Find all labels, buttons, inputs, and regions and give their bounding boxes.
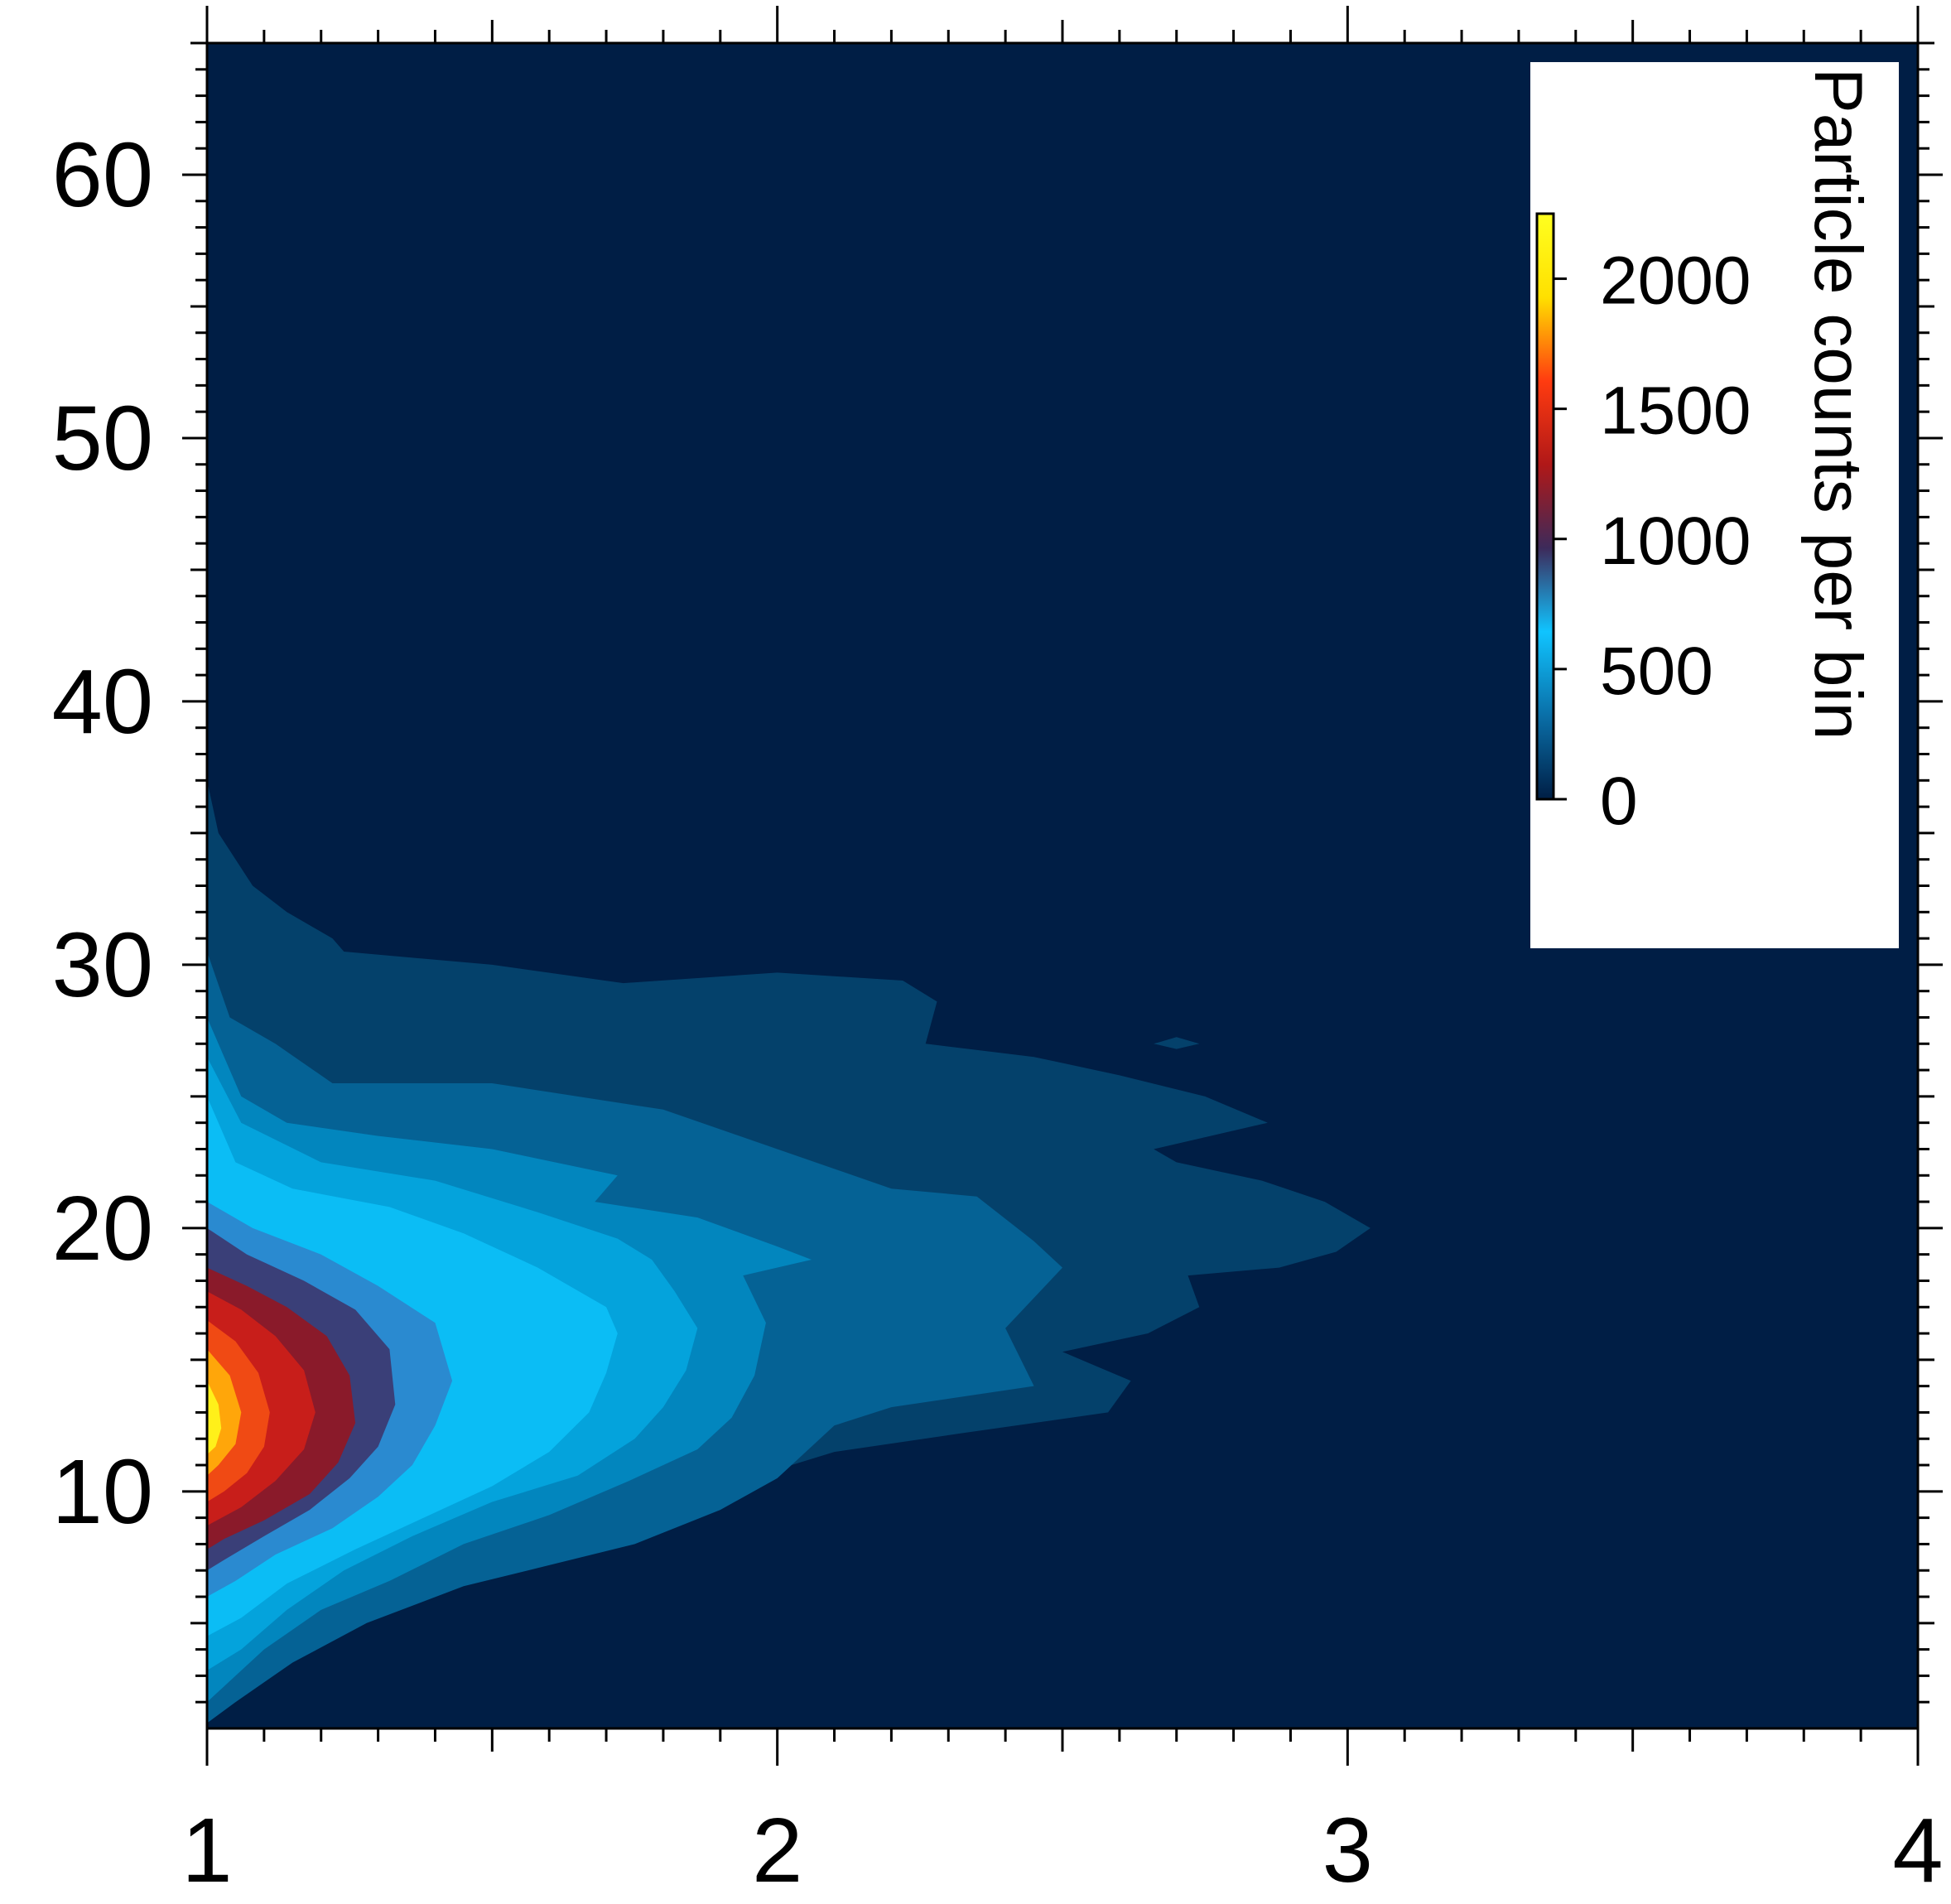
y-tick-label: 20 xyxy=(52,1178,153,1280)
x-tick-label: 2 xyxy=(752,1800,802,1902)
colorbar-gradient xyxy=(1535,212,1555,801)
colorbar-tick-label: 0 xyxy=(1600,764,1638,839)
colorbar-panel xyxy=(1530,62,1899,948)
y-tick-label: 10 xyxy=(52,1441,153,1543)
colorbar-tick-label: 500 xyxy=(1600,634,1713,709)
x-tick-label: 4 xyxy=(1892,1800,1943,1902)
y-tick-label: 30 xyxy=(52,914,153,1016)
y-tick-label: 40 xyxy=(52,651,153,753)
colorbar-tick-label: 2000 xyxy=(1600,243,1751,319)
contour-band-2150 xyxy=(207,1381,222,1455)
y-tick-label: 50 xyxy=(52,388,153,489)
contour-island-0 xyxy=(1154,1037,1200,1049)
x-tick-label: 1 xyxy=(181,1800,232,1902)
colorbar-tick-label: 1000 xyxy=(1600,504,1751,579)
y-tick-label: 60 xyxy=(52,124,153,226)
x-tick-label: 3 xyxy=(1322,1800,1373,1902)
colorbar-title: Particle counts per bin xyxy=(1800,68,1876,740)
colorbar-tick-label: 1500 xyxy=(1600,374,1751,449)
